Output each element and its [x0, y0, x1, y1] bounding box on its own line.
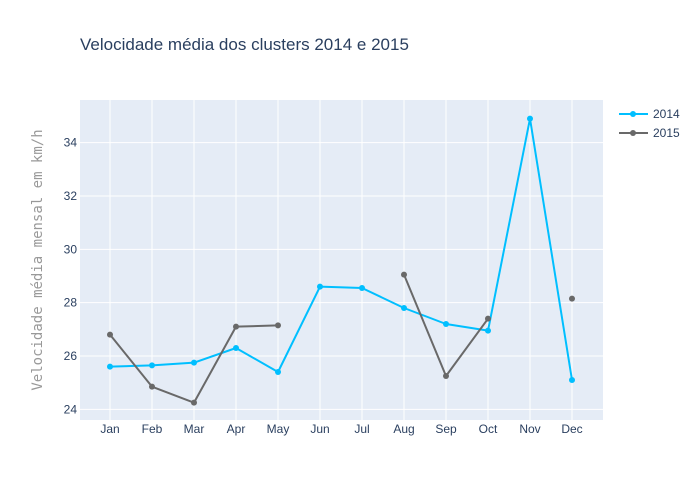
series-group: [107, 115, 575, 406]
data-point-2014: [485, 327, 491, 334]
y-tick-label: 32: [64, 189, 78, 203]
x-tick-label: Jun: [310, 422, 329, 436]
y-tick-label: 30: [64, 242, 78, 256]
data-point-2015: [107, 331, 113, 338]
data-point-2014: [527, 115, 533, 122]
data-point-2014: [317, 283, 323, 290]
legend-swatch-marker: [630, 130, 636, 136]
x-tick-label: Oct: [479, 422, 498, 436]
x-tick-label: Aug: [393, 422, 414, 436]
x-tick-label: Jan: [100, 422, 119, 436]
data-point-2015: [191, 399, 197, 406]
data-point-2015: [443, 373, 449, 379]
x-tick-label: Feb: [142, 422, 163, 436]
gridlines: [80, 100, 603, 420]
series-2015: [107, 271, 575, 406]
x-tick-label: May: [267, 422, 290, 436]
y-axis-label: Velocidade média mensal em km/h: [30, 129, 46, 390]
legend-label: 2015: [653, 126, 680, 140]
plot-area: [80, 100, 603, 420]
chart-title: Velocidade média dos clusters 2014 e 201…: [80, 35, 409, 54]
data-point-2014: [443, 321, 449, 327]
y-tick-label: 34: [64, 136, 78, 150]
legend-label: 2014: [653, 107, 680, 121]
data-point-2015: [485, 315, 491, 322]
data-point-2014: [275, 369, 281, 375]
data-point-2015: [233, 323, 239, 330]
legend[interactable]: 2014 2015: [619, 107, 680, 140]
x-tick-label: Apr: [227, 422, 246, 436]
legend-swatch-marker: [630, 111, 636, 117]
y-axis-ticks: 24 26 28 30 32 34: [64, 136, 78, 417]
legend-item-2015[interactable]: 2015: [619, 126, 680, 140]
data-point-2014: [233, 345, 239, 351]
x-tick-label: Dec: [561, 422, 582, 436]
data-point-2015: [401, 271, 407, 278]
y-tick-label: 26: [64, 349, 78, 363]
y-tick-label: 28: [64, 296, 78, 310]
data-point-2015: [149, 383, 155, 390]
data-point-2014: [359, 285, 365, 291]
data-point-2014: [149, 362, 155, 369]
x-tick-label: Sep: [435, 422, 457, 436]
series-2014: [107, 115, 575, 383]
x-tick-label: Mar: [184, 422, 205, 436]
data-point-2015: [275, 322, 281, 329]
series-line-2014: [109, 117, 573, 381]
x-tick-label: Jul: [354, 422, 369, 436]
x-tick-label: Nov: [519, 422, 540, 436]
y-tick-label: 24: [64, 402, 78, 416]
x-axis-ticks: Jan Feb Mar Apr May Jun Jul Aug Sep Oct Nov Dec: [100, 422, 582, 436]
data-point-2014: [569, 377, 575, 383]
data-point-2014: [107, 363, 113, 370]
data-point-2015: [569, 295, 575, 302]
legend-item-2014[interactable]: 2014: [619, 107, 680, 121]
data-point-2014: [191, 359, 197, 366]
data-point-2014: [401, 305, 407, 311]
